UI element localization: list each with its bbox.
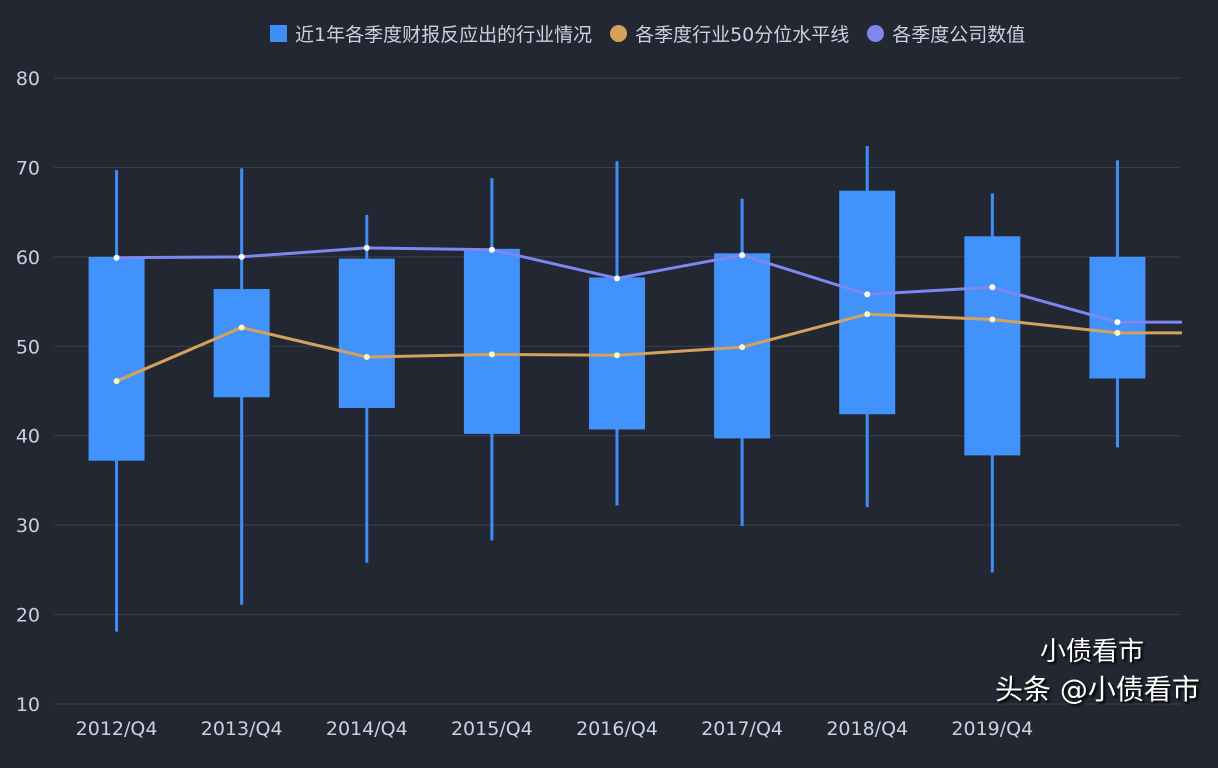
box (338, 258, 395, 408)
legend-item-boxes[interactable]: 近1年各季度财报反应出的行业情况 (270, 20, 592, 47)
legend-item-company[interactable]: 各季度公司数值 (867, 20, 1025, 47)
series-line (116, 246, 1182, 324)
y-tick-label: 10 (16, 694, 40, 716)
box (88, 256, 145, 461)
legend-label: 各季度公司数值 (892, 24, 1026, 46)
data-point (614, 275, 620, 282)
x-tick-label: 2017/Q4 (701, 718, 783, 740)
data-point (363, 244, 370, 251)
legend-swatch (867, 25, 885, 42)
x-tick-label: 2015/Q4 (451, 718, 533, 740)
series-line (115, 312, 1182, 383)
x-tick-label: 2018/Q4 (826, 718, 908, 740)
legend-item-median[interactable]: 各季度行业50分位水平线 (610, 20, 849, 47)
data-point (739, 252, 746, 259)
data-point (113, 378, 120, 385)
y-tick-label: 50 (16, 336, 40, 358)
data-point (1114, 329, 1121, 336)
box (964, 236, 1021, 456)
data-point (739, 344, 746, 351)
y-tick-label: 20 (16, 605, 40, 627)
legend-swatch (610, 25, 628, 42)
box (463, 248, 520, 434)
data-point (363, 354, 370, 361)
data-point (488, 246, 495, 253)
legend: 近1年各季度财报反应出的行业情况 各季度行业50分位水平线 各季度公司数值 (270, 20, 1025, 47)
box (839, 190, 896, 415)
x-tick-label: 2014/Q4 (326, 718, 408, 740)
data-point (989, 316, 996, 323)
y-tick-label: 80 (16, 68, 40, 90)
data-point (1114, 319, 1121, 326)
x-tick-label: 2019/Q4 (951, 718, 1033, 740)
data-point (989, 284, 996, 291)
legend-swatch (270, 25, 287, 42)
y-tick-label: 60 (16, 247, 40, 269)
data-point (238, 324, 245, 331)
x-tick-label: 2016/Q4 (576, 718, 658, 740)
box (213, 289, 270, 398)
legend-label: 各季度行业50分位水平线 (635, 24, 850, 46)
data-point (614, 352, 620, 359)
data-point (113, 254, 120, 261)
watermark-wechat: 小债看市 (1040, 637, 1145, 667)
y-tick-label: 40 (16, 426, 40, 448)
y-tick-label: 30 (16, 515, 40, 537)
watermark-toutiao: 头条 @小债看市 (995, 673, 1200, 706)
x-tick-label: 2012/Q4 (76, 718, 158, 740)
data-point (864, 311, 871, 318)
data-point (864, 291, 871, 298)
x-tick-label: 2013/Q4 (201, 718, 283, 740)
data-point (488, 351, 495, 358)
data-point (238, 253, 245, 260)
y-tick-label: 70 (16, 157, 40, 179)
legend-label: 近1年各季度财报反应出的行业情况 (295, 24, 593, 46)
